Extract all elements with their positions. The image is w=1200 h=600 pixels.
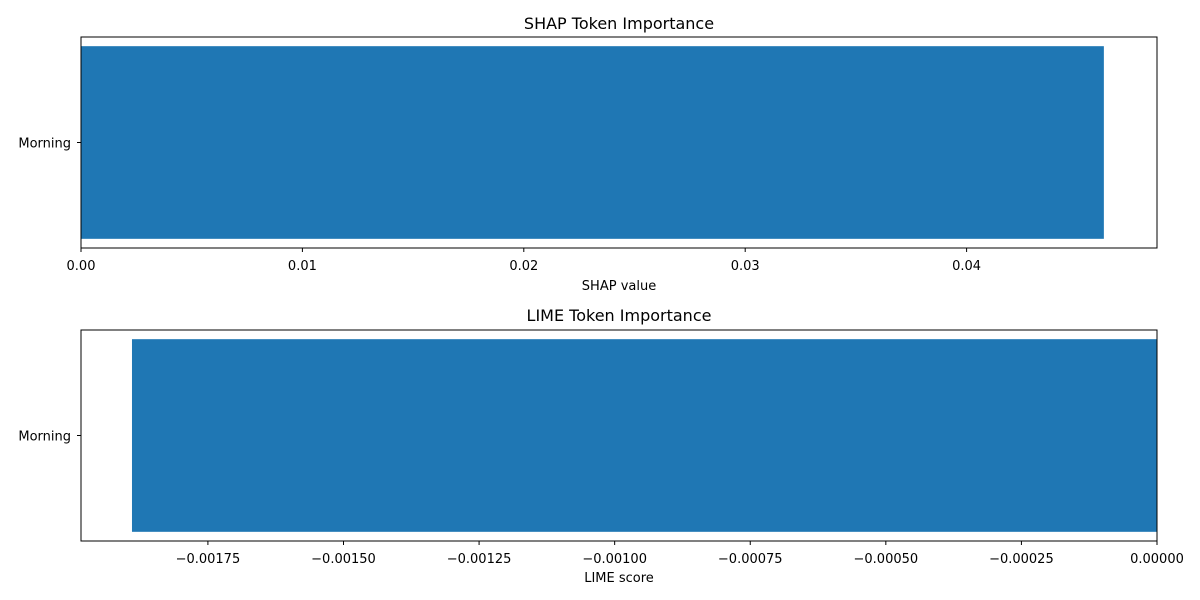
y-ticks: Morning (18, 430, 81, 445)
shap-chart: SHAP Token Importance 0.00 0.01 0.02 0.03 0.… (18, 14, 1158, 294)
x-tick-label: −0.00175 (176, 552, 241, 567)
x-tick-label: −0.00075 (718, 552, 783, 567)
x-tick-label: 0.02 (509, 259, 538, 274)
x-tick-label: 0.01 (288, 259, 317, 274)
bar (81, 46, 1104, 239)
x-tick-label: −0.00025 (989, 552, 1054, 567)
x-axis-label: SHAP value (582, 279, 656, 294)
x-tick-label: −0.00125 (447, 552, 512, 567)
bar (131, 339, 1157, 532)
chart-title: SHAP Token Importance (524, 14, 714, 33)
x-tick-label: −0.00150 (311, 552, 376, 567)
x-tick-label: −0.00100 (582, 552, 647, 567)
x-ticks: −0.00175 −0.00150 −0.00125 −0.00100 −0.00075… (176, 541, 1184, 567)
x-tick-label: 0.04 (952, 259, 981, 274)
y-tick-label: Morning (18, 137, 71, 152)
x-tick-label: 0.00000 (1130, 552, 1184, 567)
chart-title: LIME Token Importance (527, 306, 712, 325)
x-tick-label: −0.00050 (854, 552, 919, 567)
x-ticks: 0.00 0.01 0.02 0.03 0.04 (67, 248, 981, 274)
x-axis-label: LIME score (584, 571, 654, 586)
y-tick-label: Morning (18, 430, 71, 445)
bars (131, 339, 1157, 532)
y-ticks: Morning (18, 137, 81, 152)
x-tick-label: 0.00 (67, 259, 96, 274)
lime-chart: LIME Token Importance −0.00175 −0.00150 −0… (18, 306, 1184, 586)
bars (81, 46, 1104, 239)
x-tick-label: 0.03 (731, 259, 760, 274)
